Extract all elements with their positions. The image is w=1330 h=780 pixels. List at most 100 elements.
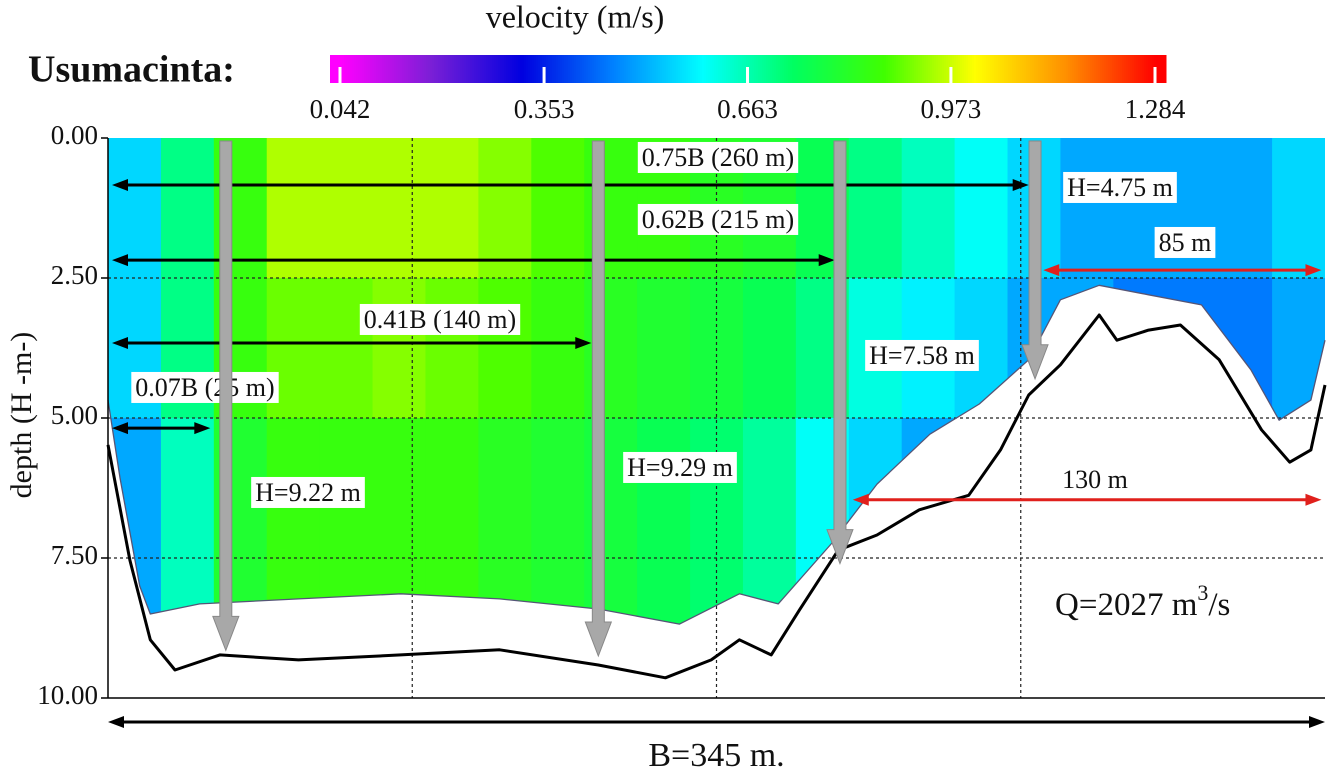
velocity-cell <box>372 138 426 279</box>
colorbar-segment <box>1026 55 1029 83</box>
colorbar-segment <box>622 55 625 83</box>
arrow-head <box>1305 264 1322 277</box>
colorbar-segment <box>444 55 447 83</box>
colorbar-segment <box>336 55 339 83</box>
colorbar-segment <box>934 55 937 83</box>
colorbar-segment <box>1044 55 1047 83</box>
colorbar-segment <box>822 55 825 83</box>
colorbar-segment <box>620 55 623 83</box>
colorbar-segment <box>788 55 791 83</box>
colorbar-segment <box>418 55 421 83</box>
discharge-unit: /s <box>1208 587 1230 623</box>
colorbar-segment <box>548 55 551 83</box>
colorbar-segment <box>1098 55 1101 83</box>
colorbar-segment <box>666 55 669 83</box>
colorbar-segment <box>642 55 645 83</box>
colorbar-segment <box>800 55 803 83</box>
colorbar-segment <box>452 55 455 83</box>
velocity-cell <box>478 138 532 279</box>
colorbar-segment <box>1126 55 1129 83</box>
colorbar-segment <box>1094 55 1097 83</box>
colorbar-segment <box>734 55 737 83</box>
colorbar-segment <box>774 55 777 83</box>
width-label: B=345 m. <box>648 737 784 774</box>
colorbar-segment <box>1084 55 1087 83</box>
colorbar-segment <box>664 55 667 83</box>
colorbar-segment <box>716 55 719 83</box>
colorbar-segment <box>720 55 723 83</box>
colorbar-segment <box>840 55 843 83</box>
colorbar-segment <box>574 55 577 83</box>
colorbar-segment <box>426 55 429 83</box>
colorbar-segment <box>470 55 473 83</box>
colorbar-segment <box>532 55 535 83</box>
colorbar-segment <box>368 55 371 83</box>
discharge-text: Q=2027 m <box>1055 587 1198 623</box>
colorbar-segment <box>370 55 373 83</box>
velocity-cell <box>1113 278 1167 419</box>
colorbar-segment <box>876 55 879 83</box>
colorbar-segment <box>988 55 991 83</box>
arrow-head <box>112 254 128 267</box>
colorbar-segment <box>1144 55 1147 83</box>
colorbar-segment <box>998 55 1001 83</box>
colorbar-segment <box>432 55 435 83</box>
colorbar-segment <box>1016 55 1019 83</box>
velocity-cell <box>1060 138 1114 279</box>
colorbar-segment <box>404 55 407 83</box>
colorbar-segment <box>1114 55 1117 83</box>
colorbar-segment <box>1118 55 1121 83</box>
colorbar-segment <box>730 55 733 83</box>
colorbar-segment <box>634 55 637 83</box>
colorbar-segment <box>1050 55 1053 83</box>
colorbar-segment <box>938 55 941 83</box>
depth-label: H=7.58 m <box>869 341 975 370</box>
depth-arrow <box>826 140 854 565</box>
colorbar-segment <box>954 55 957 83</box>
colorbar-segment <box>352 55 355 83</box>
colorbar-segment <box>524 55 527 83</box>
colorbar-segment <box>736 55 739 83</box>
colorbar-segment <box>600 55 603 83</box>
colorbar-segment <box>792 55 795 83</box>
velocity-cell <box>478 418 532 625</box>
bed-line <box>106 313 1327 680</box>
colorbar-segment <box>624 55 627 83</box>
colorbar-segment <box>770 55 773 83</box>
colorbar-segment <box>1088 55 1091 83</box>
colorbar-segment <box>766 55 769 83</box>
colorbar-segment <box>902 55 905 83</box>
label-box <box>131 371 279 403</box>
span-label: 0.41B (140 m) <box>364 305 516 334</box>
colorbar-tick-label: 1.284 <box>1125 94 1186 124</box>
colorbar-segment <box>688 55 691 83</box>
colorbar-segment <box>580 55 583 83</box>
colorbar-segment <box>388 55 391 83</box>
colorbar-segment <box>920 55 923 83</box>
y-tick-label: 5.00 <box>51 400 98 430</box>
velocity-cell <box>1272 278 1325 419</box>
colorbar-segment <box>442 55 445 83</box>
colorbar-segment <box>846 55 849 83</box>
colorbar-segment <box>382 55 385 83</box>
depth-label: H=9.29 m <box>627 453 733 482</box>
velocity-cell <box>372 278 426 419</box>
colorbar-segment <box>420 55 423 83</box>
velocity-cell <box>425 138 479 279</box>
colorbar-segment <box>632 55 635 83</box>
colorbar-segment <box>1082 55 1085 83</box>
colorbar-segment <box>1096 55 1099 83</box>
colorbar-segment <box>750 55 753 83</box>
colorbar-segment <box>1162 55 1165 83</box>
colorbar-segment <box>1138 55 1141 83</box>
colorbar-segment <box>748 55 751 83</box>
colorbar-segment <box>572 55 575 83</box>
colorbar-segment <box>762 55 765 83</box>
colorbar-segment <box>640 55 643 83</box>
velocity-cell <box>531 418 585 625</box>
colorbar-segment <box>372 55 375 83</box>
colorbar-segment <box>534 55 537 83</box>
colorbar-segment <box>722 55 725 83</box>
colorbar-segment <box>652 55 655 83</box>
depth-label: H=4.75 m <box>1067 173 1173 202</box>
